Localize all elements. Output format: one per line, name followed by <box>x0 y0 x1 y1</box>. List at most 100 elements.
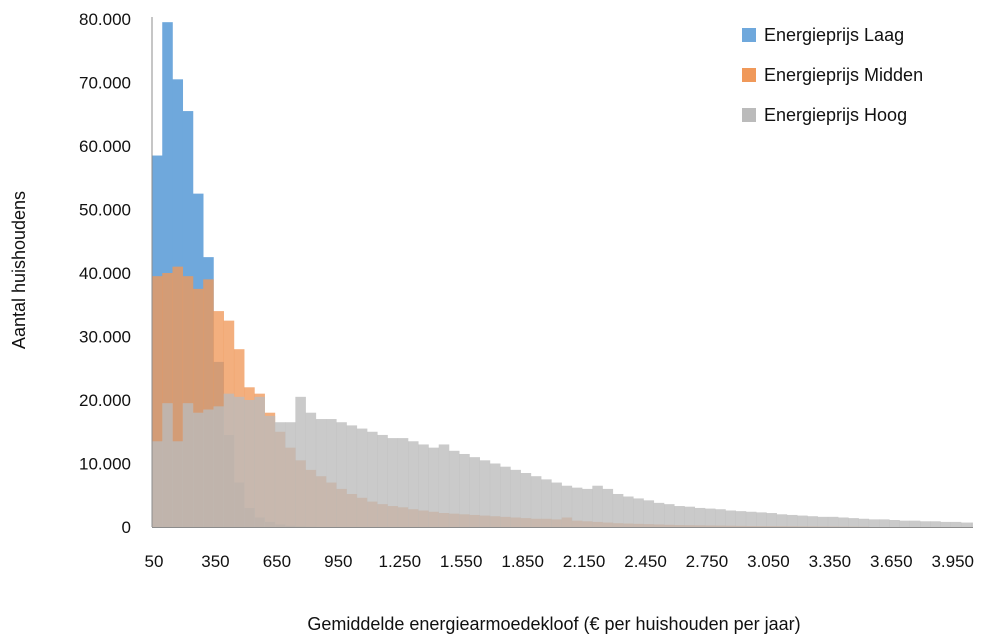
bar-hoog-300 <box>203 409 214 527</box>
bar-hoog-2550 <box>664 504 675 527</box>
legend-label-hoog: Energieprijs Hoog <box>764 105 907 125</box>
bar-hoog-450 <box>233 396 245 527</box>
x-tick-label: 3.350 <box>809 552 852 571</box>
bar-hoog-700 <box>285 422 296 527</box>
bar-hoog-3350 <box>827 516 839 527</box>
axes-layer <box>151 17 973 528</box>
legend-label-laag: Energieprijs Laag <box>764 25 904 45</box>
bar-hoog-3000 <box>756 512 767 527</box>
bar-hoog-3100 <box>776 514 788 527</box>
bar-hoog-2650 <box>684 506 696 527</box>
y-tick-label: 40.000 <box>79 264 131 283</box>
y-axis-tick-labels: 0 10.000 20.000 30.000 40.000 50.000 60.000 70.… <box>79 10 131 537</box>
bar-hoog-4000 <box>960 522 972 527</box>
bar-hoog-1050 <box>356 428 368 527</box>
x-tick-label: 650 <box>263 552 291 571</box>
x-tick-label: 1.550 <box>440 552 483 571</box>
bar-hoog-800 <box>305 412 317 527</box>
legend: Energieprijs Laag Energieprijs Midden Ener… <box>742 25 923 125</box>
bars-layer <box>152 22 973 528</box>
x-tick-label: 1.250 <box>378 552 421 571</box>
y-tick-label: 20.000 <box>79 391 131 410</box>
bar-hoog-1300 <box>408 441 419 527</box>
legend-label-midden: Energieprijs Midden <box>764 65 923 85</box>
legend-swatch-midden <box>742 68 756 82</box>
bar-hoog-3950 <box>950 521 962 527</box>
bar-hoog-3800 <box>920 521 931 527</box>
bar-hoog-3450 <box>848 518 859 527</box>
bar-hoog-1150 <box>377 434 388 527</box>
bar-hoog-900 <box>326 419 337 527</box>
bar-hoog-3650 <box>889 520 900 527</box>
bar-hoog-2150 <box>582 488 593 527</box>
bar-midden-150 <box>172 266 184 527</box>
bar-hoog-1200 <box>387 438 399 527</box>
y-tick-label: 0 <box>122 518 131 537</box>
bar-hoog-2600 <box>674 506 685 527</box>
bar-hoog-2300 <box>612 493 624 527</box>
bar-hoog-3200 <box>797 515 808 527</box>
bar-hoog-150 <box>172 441 184 527</box>
bar-midden-200 <box>182 276 194 527</box>
bar-hoog-3150 <box>786 514 798 527</box>
bar-midden-100 <box>162 273 173 527</box>
y-tick-label: 60.000 <box>79 137 131 156</box>
bar-hoog-100 <box>162 403 173 527</box>
bar-hoog-2850 <box>725 510 736 527</box>
bar-hoog-1950 <box>541 479 552 528</box>
x-tick-label: 2.150 <box>563 552 606 571</box>
bar-hoog-2400 <box>633 498 644 527</box>
bar-hoog-1600 <box>469 457 480 527</box>
y-axis-title: Aantal huishoudens <box>9 191 29 349</box>
bar-hoog-350 <box>213 406 224 527</box>
x-tick-label: 350 <box>201 552 229 571</box>
bar-hoog-2750 <box>704 508 716 527</box>
legend-swatch-laag <box>742 28 756 42</box>
x-axis-title: Gemiddelde energiearmoedekloof (€ per hu… <box>307 614 800 634</box>
bar-hoog-750 <box>295 396 306 527</box>
x-tick-label: 2.750 <box>686 552 729 571</box>
bar-hoog-3750 <box>909 520 921 527</box>
y-tick-label: 70.000 <box>79 74 131 93</box>
bar-hoog-1500 <box>448 450 460 527</box>
bar-hoog-600 <box>264 415 276 528</box>
bar-hoog-1850 <box>520 473 532 527</box>
bar-hoog-2500 <box>653 502 665 527</box>
bar-hoog-2000 <box>551 482 562 527</box>
bar-hoog-3600 <box>879 519 890 527</box>
bar-hoog-1250 <box>397 438 409 527</box>
bar-hoog-2950 <box>745 511 757 527</box>
x-tick-label: 3.650 <box>870 552 913 571</box>
bar-hoog-3900 <box>940 521 952 527</box>
bar-hoog-3500 <box>858 518 870 527</box>
bar-hoog-3850 <box>930 521 941 527</box>
y-tick-label: 10.000 <box>79 455 131 474</box>
bar-hoog-4050 <box>971 522 973 527</box>
y-tick-label: 50.000 <box>79 201 131 220</box>
bar-hoog-950 <box>336 422 347 527</box>
bar-hoog-2100 <box>571 487 583 527</box>
bar-hoog-3300 <box>817 516 829 527</box>
bar-midden-300 <box>203 279 214 527</box>
bar-hoog-1450 <box>438 444 450 527</box>
bar-hoog-1100 <box>367 431 378 527</box>
bar-hoog-2200 <box>592 485 603 527</box>
bar-hoog-1800 <box>510 469 521 527</box>
bar-hoog-2450 <box>643 500 655 527</box>
bar-hoog-2250 <box>602 488 614 527</box>
x-axis-tick-labels: 50 350 650 950 1.250 1.550 1.850 2.150 2.450 2.75… <box>145 552 974 571</box>
bar-hoog-1900 <box>530 476 542 527</box>
x-tick-label: 1.850 <box>501 552 544 571</box>
bar-hoog-2800 <box>715 509 726 527</box>
y-tick-label: 80.000 <box>79 10 131 29</box>
bar-hoog-2900 <box>735 511 747 528</box>
bar-hoog-3700 <box>899 520 911 527</box>
bar-hoog-50 <box>152 441 163 527</box>
bar-hoog-3400 <box>838 517 849 527</box>
bar-hoog-1650 <box>479 460 491 527</box>
bar-hoog-1400 <box>428 447 440 528</box>
bar-hoog-1000 <box>346 425 358 527</box>
x-tick-label: 950 <box>324 552 352 571</box>
bar-hoog-400 <box>223 393 235 527</box>
